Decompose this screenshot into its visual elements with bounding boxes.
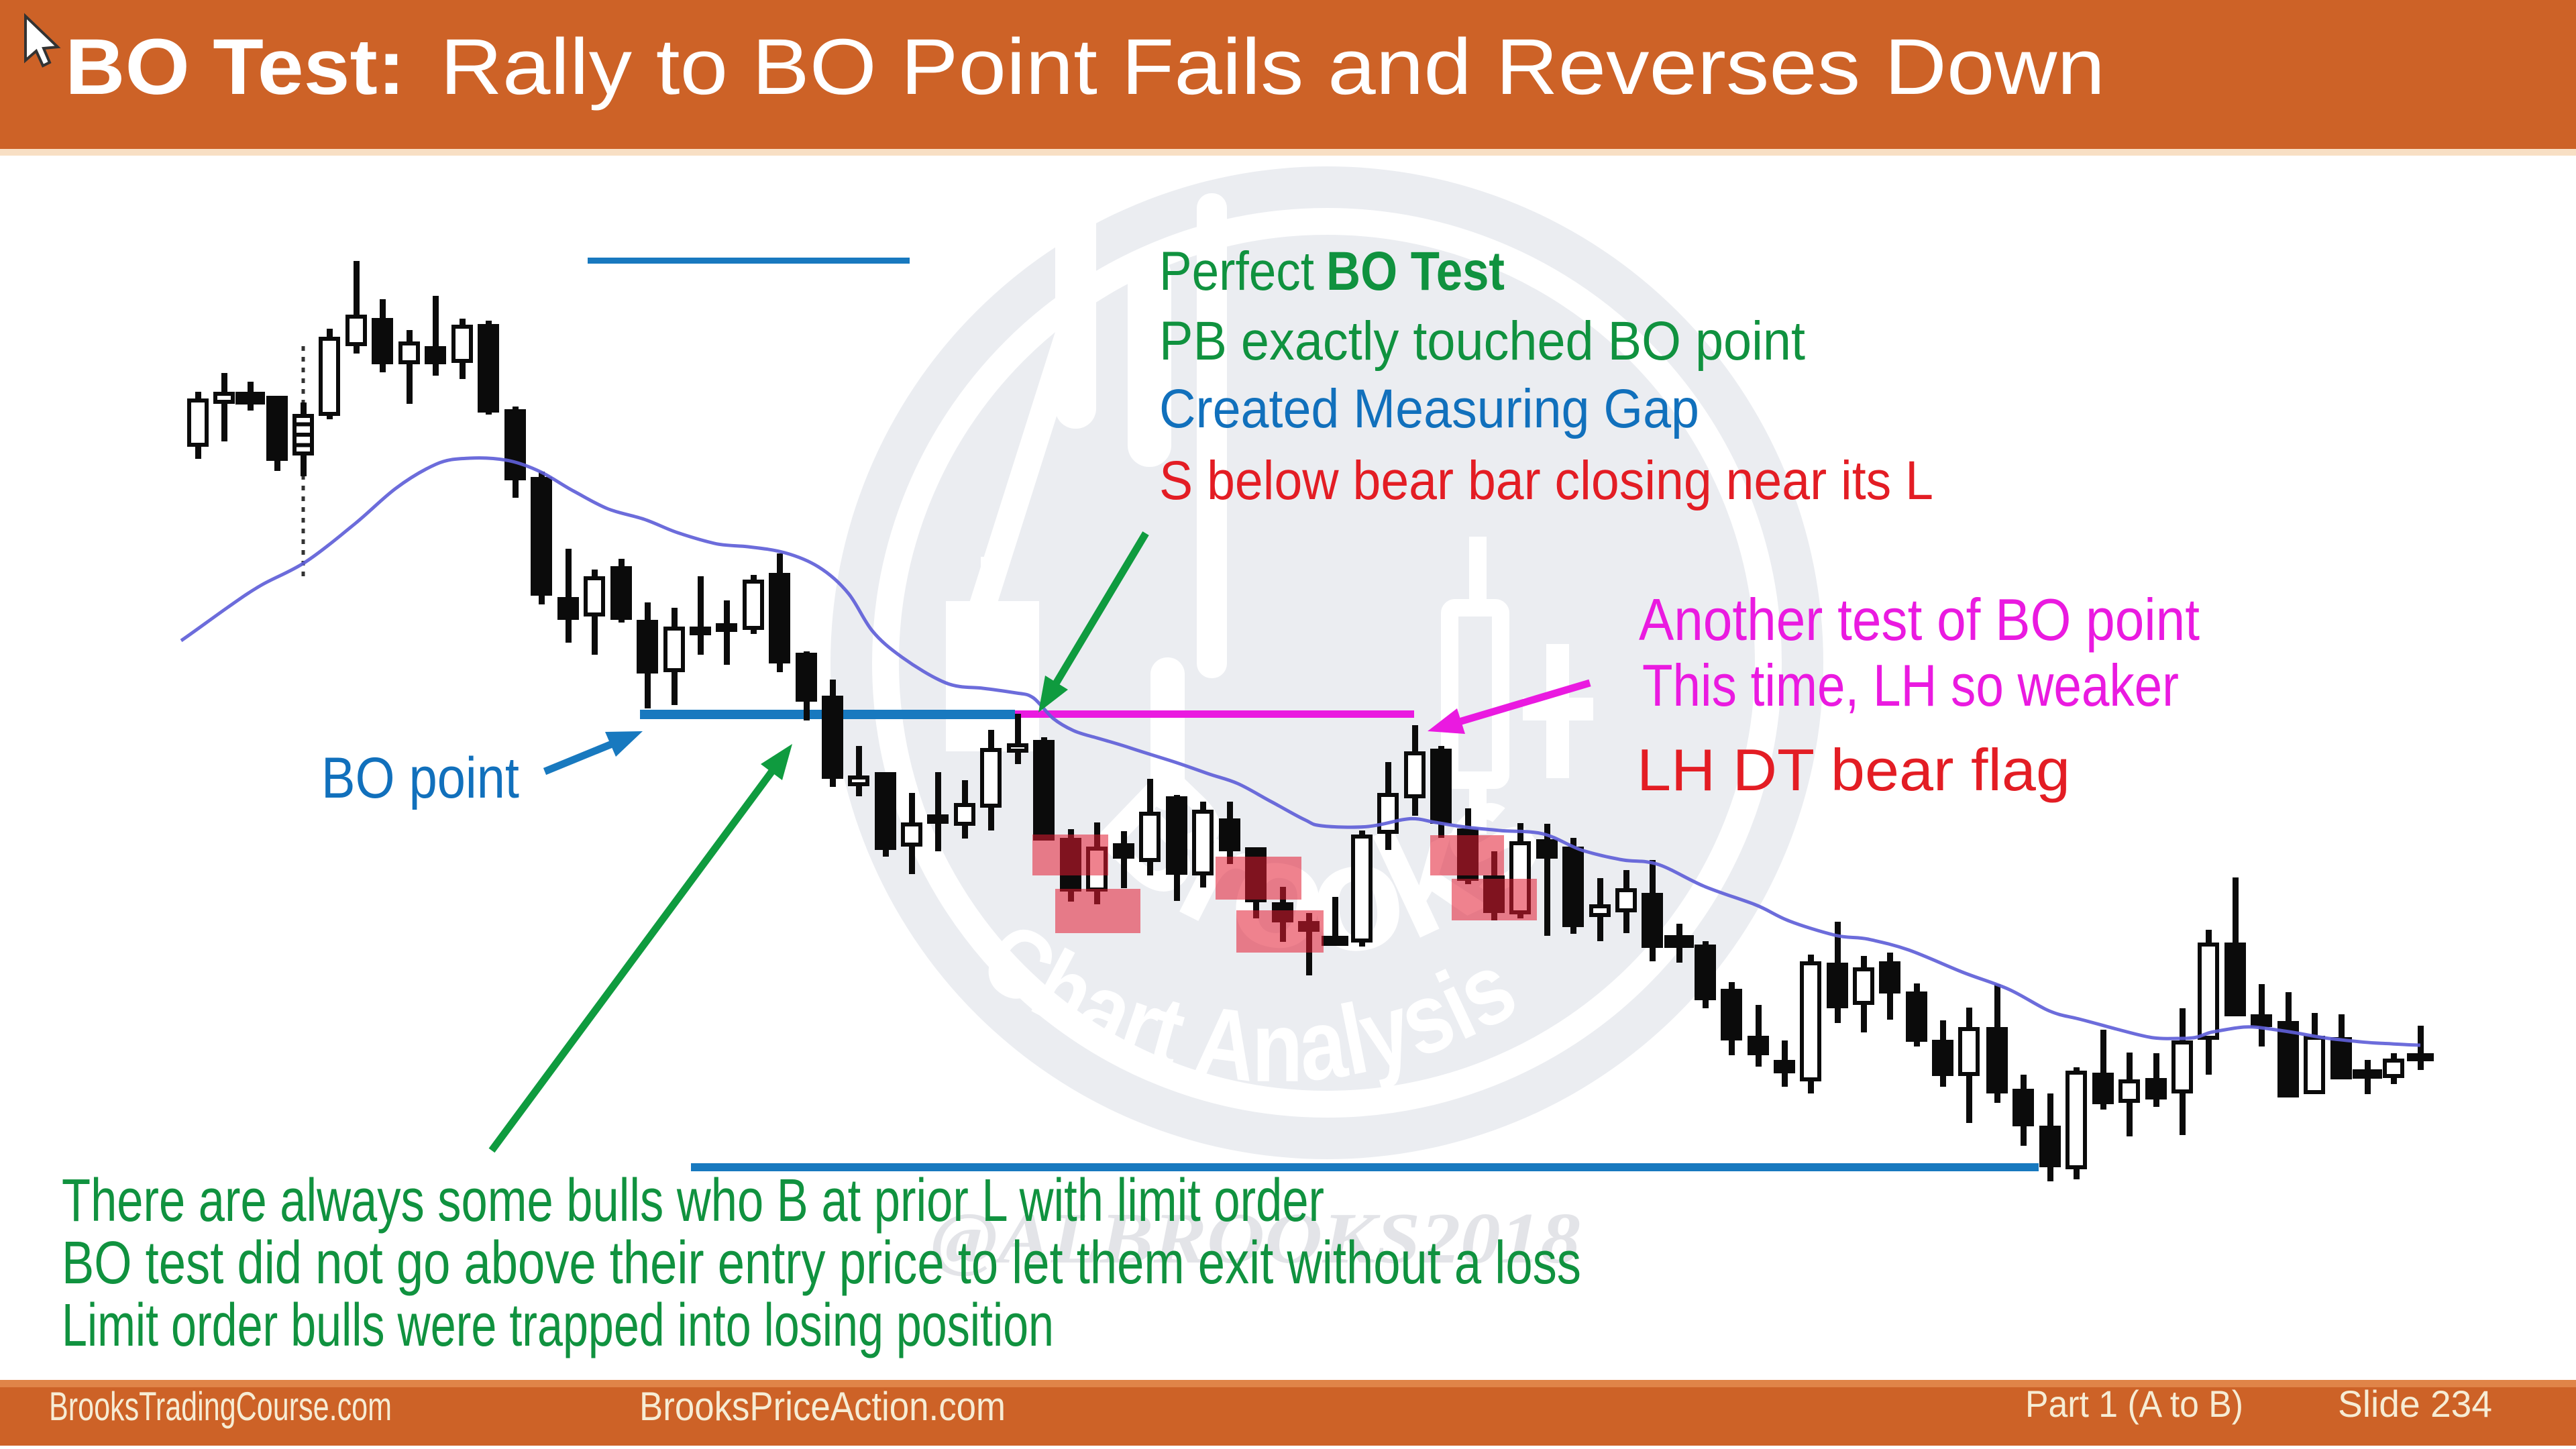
svg-text:BrooksPriceAction.com: BrooksPriceAction.com <box>639 1384 1006 1429</box>
svg-text:Created Measuring Gap: Created Measuring Gap <box>1159 378 1699 439</box>
svg-text:Part 1 (A to B): Part 1 (A to B) <box>2025 1383 2243 1425</box>
svg-text:Perfect: Perfect <box>1159 241 1314 302</box>
svg-text:Limit order bulls were trapped: Limit order bulls were trapped into losi… <box>62 1292 1054 1359</box>
svg-text:@ALBROOKS2018: @ALBROOKS2018 <box>931 1199 1580 1279</box>
svg-text:BO Test: BO Test <box>1326 241 1505 302</box>
svg-text:BrooksTradingCourse.com: BrooksTradingCourse.com <box>49 1384 392 1429</box>
svg-text:Another test of BO point: Another test of BO point <box>1639 586 2200 653</box>
svg-text:BO point: BO point <box>321 746 519 810</box>
svg-text:This time, LH so weaker: This time, LH so weaker <box>1642 652 2179 718</box>
svg-text:LH DT bear flag: LH DT bear flag <box>1637 737 2070 803</box>
svg-text:Slide 234: Slide 234 <box>2338 1383 2492 1425</box>
svg-text:BO test did not go above their: BO test did not go above their entry pri… <box>62 1230 1581 1297</box>
svg-text:Rally to BO Point Fails and Re: Rally to BO Point Fails and Reverses Dow… <box>440 23 2105 111</box>
svg-text:PB exactly touched BO point: PB exactly touched BO point <box>1159 311 1805 372</box>
svg-text:S below bear bar closing near: S below bear bar closing near its L <box>1159 450 1933 511</box>
svg-text:BO Test:: BO Test: <box>65 23 405 111</box>
svg-text:There are always some bulls wh: There are always some bulls who B at pri… <box>62 1167 1324 1234</box>
